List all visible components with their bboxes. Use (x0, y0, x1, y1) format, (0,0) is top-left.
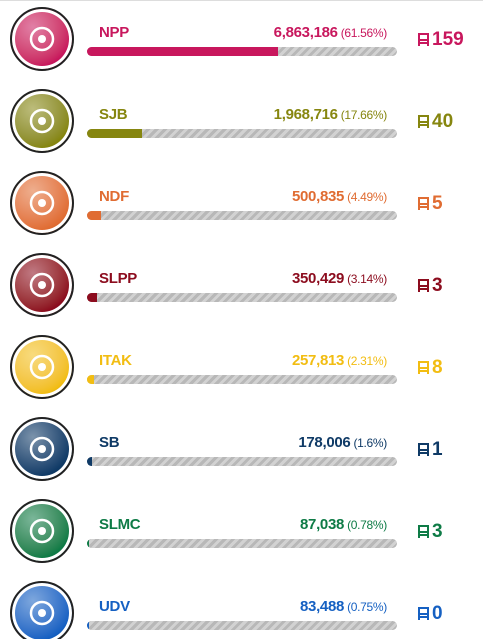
seat-count: 0 (418, 603, 443, 625)
logo-icon (29, 26, 55, 52)
progress-fill (87, 539, 90, 548)
vote-number: 83,488 (299, 598, 345, 615)
progress-fill (87, 129, 142, 138)
seat-number: 0 (432, 603, 443, 624)
vote-percent: (4.49%) (347, 190, 387, 204)
vote-number: 1,968,716 (273, 106, 338, 123)
party-logo (10, 581, 74, 639)
progress-fill (87, 457, 92, 466)
vote-count: 500,835 (4.49%) (292, 188, 387, 205)
party-name: ITAK (99, 352, 132, 369)
vote-count: 83,488 (0.75%) (300, 598, 387, 615)
seat-count: 8 (418, 357, 443, 379)
progress-track (87, 539, 397, 548)
seat-count: 1 (418, 439, 443, 461)
seat-count: 3 (418, 275, 443, 297)
progress-track (87, 129, 397, 138)
seat-icon (418, 443, 429, 456)
progress-track (87, 375, 397, 384)
vote-count: 6,863,186 (61.56%) (273, 24, 388, 41)
vote-count: 350,429 (3.14%) (292, 270, 387, 287)
progress-track (87, 457, 397, 466)
logo-icon (29, 190, 55, 216)
party-name: NDF (99, 188, 129, 205)
party-name: SJB (99, 106, 128, 123)
seat-icon (418, 33, 429, 46)
seat-icon (418, 361, 429, 374)
vote-count: 178,006 (1.6%) (298, 434, 387, 451)
seat-number: 159 (432, 29, 464, 50)
seat-icon (418, 279, 429, 292)
seat-number: 3 (432, 275, 443, 296)
party-name: SLPP (99, 270, 137, 287)
party-logo (10, 89, 74, 153)
progress-fill (87, 375, 95, 384)
seat-icon (418, 525, 429, 538)
party-logo (10, 253, 74, 317)
vote-number: 350,429 (291, 270, 345, 287)
vote-count: 87,038 (0.78%) (300, 516, 387, 533)
party-name: UDV (99, 598, 130, 615)
vote-number: 178,006 (298, 434, 351, 451)
seat-number: 1 (432, 439, 443, 460)
vote-percent: (0.75%) (347, 600, 387, 614)
vote-percent: (2.31%) (347, 354, 387, 368)
seat-count: 5 (418, 193, 443, 215)
progress-track (87, 293, 397, 302)
party-name: SB (99, 434, 120, 451)
seat-count: 40 (418, 111, 453, 133)
vote-number: 87,038 (299, 516, 345, 533)
party-logo (10, 171, 74, 235)
progress-fill (87, 293, 97, 302)
vote-percent: (17.66%) (340, 108, 388, 122)
progress-fill (87, 621, 90, 630)
logo-icon (29, 354, 55, 380)
progress-fill (87, 211, 101, 220)
vote-count: 257,813 (2.31%) (292, 352, 387, 369)
seat-icon (418, 197, 429, 210)
seat-number: 8 (432, 357, 443, 378)
vote-number: 6,863,186 (273, 24, 338, 41)
logo-icon (29, 108, 55, 134)
party-logo (10, 499, 74, 563)
party-logo (10, 335, 74, 399)
vote-number: 500,835 (291, 188, 345, 205)
vote-count: 1,968,716 (17.66%) (273, 106, 388, 123)
seat-icon (418, 115, 429, 128)
seat-number: 3 (432, 521, 443, 542)
vote-percent: (0.78%) (347, 518, 387, 532)
vote-percent: (61.56%) (340, 26, 388, 40)
vote-percent: (1.6%) (353, 436, 387, 450)
logo-icon (29, 272, 55, 298)
seat-count: 3 (418, 521, 443, 543)
progress-track (87, 621, 397, 630)
seat-number: 40 (432, 111, 454, 132)
progress-fill (87, 47, 278, 56)
seat-count: 159 (418, 29, 464, 51)
party-name: NPP (99, 24, 129, 41)
seat-number: 5 (432, 193, 443, 214)
progress-track (87, 47, 397, 56)
logo-icon (29, 436, 55, 462)
logo-icon (29, 600, 55, 626)
party-logo (10, 417, 74, 481)
party-name: SLMC (99, 516, 141, 533)
vote-percent: (3.14%) (347, 272, 387, 286)
seat-icon (418, 607, 429, 620)
vote-number: 257,813 (291, 352, 345, 369)
logo-icon (29, 518, 55, 544)
party-logo (10, 7, 74, 71)
progress-track (87, 211, 397, 220)
